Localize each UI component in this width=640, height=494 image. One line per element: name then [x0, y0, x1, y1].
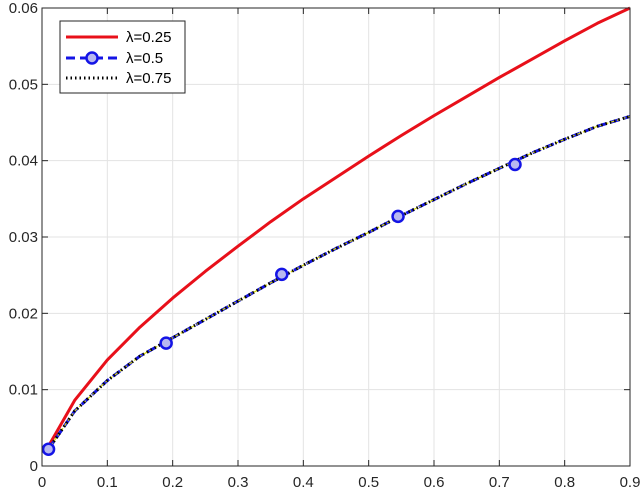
x-tick-label: 0.9 [620, 474, 640, 491]
legend: λ=0.25 λ=0.5 λ=0.75 [59, 20, 186, 94]
series-marker-lambda-0-5 [275, 267, 289, 282]
series-line-lambda-0-75 [47, 114, 631, 451]
y-tick-label: 0.01 [9, 382, 38, 399]
series-marker-lambda-0-5 [391, 209, 405, 224]
series-line-lambda-0-25 [47, 6, 631, 447]
series-marker-lambda-0-5 [41, 442, 56, 456]
x-tick-label: 0.8 [554, 474, 575, 491]
series-layer [41, 6, 631, 456]
x-tick-label: 0 [38, 474, 46, 491]
x-tick-label: 0.4 [293, 474, 314, 491]
x-tick-label: 0.6 [424, 474, 445, 491]
legend-label: λ=0.5 [126, 50, 163, 67]
legend-marker-lambda-0-5 [85, 51, 99, 65]
y-tick-label: 0.02 [9, 305, 38, 322]
y-tick-label: 0.04 [9, 153, 38, 170]
y-tick-label: 0.03 [9, 229, 38, 246]
legend-label: λ=0.75 [126, 70, 171, 87]
x-tick-label: 0.3 [228, 474, 249, 491]
x-tick-label: 0.2 [162, 474, 183, 491]
series-marker-lambda-0-5 [159, 336, 173, 350]
y-tick-label: 0.05 [9, 76, 38, 93]
y-tick-label: 0.06 [9, 0, 38, 17]
x-tick-label: 0.7 [489, 474, 510, 491]
x-tick-label: 0.5 [358, 474, 379, 491]
legend-label: λ=0.25 [126, 29, 171, 46]
x-tick-label: 0.1 [97, 474, 118, 491]
ticks: 0 0.1 0.2 0.3 0.4 0.5 0.6 0.7 0.8 0.9 0 0.01 0.02 0.0… [9, 0, 640, 491]
y-tick-label: 0 [30, 458, 38, 475]
series-marker-lambda-0-5 [508, 157, 522, 172]
